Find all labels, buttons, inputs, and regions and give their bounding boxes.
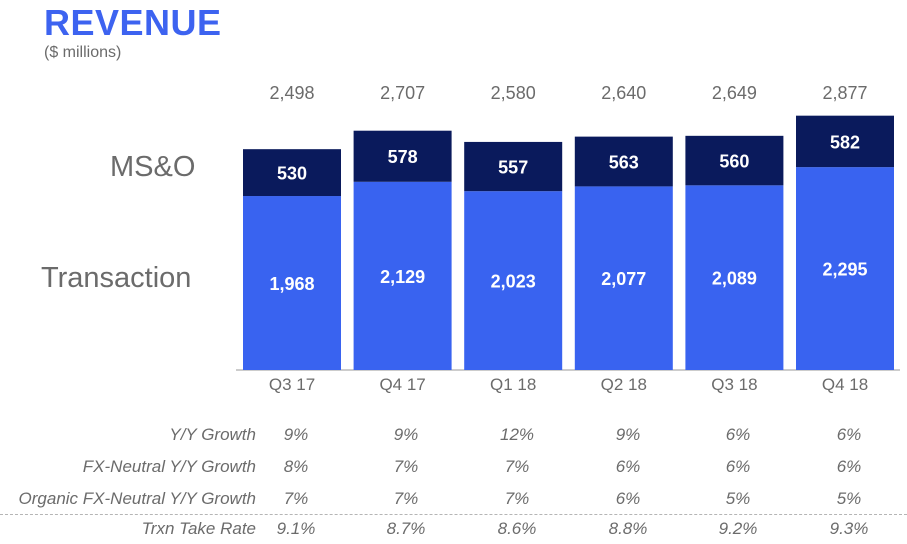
metric-value: 6% [725, 425, 751, 444]
label-transaction-5: 2,295 [822, 260, 867, 280]
metric-label: FX-Neutral Y/Y Growth [82, 457, 256, 476]
chart-title: REVENUE [44, 2, 222, 43]
bar-mso-5 [796, 115, 894, 168]
label-transaction-3: 2,077 [601, 269, 646, 289]
label-total-5: 2,877 [822, 83, 867, 103]
label-mso-5: 582 [830, 132, 860, 152]
label-mso-0: 530 [277, 164, 307, 184]
bar-mso-1 [353, 130, 452, 182]
label-mso-4: 560 [719, 152, 749, 172]
bar-transaction-3 [574, 186, 673, 370]
bar-mso-2 [464, 141, 563, 192]
tick-label-3: Q2 18 [601, 375, 647, 394]
metric-label: Organic FX-Neutral Y/Y Growth [18, 489, 256, 508]
bar-mso-0 [243, 149, 341, 197]
metric-value: 8.8% [608, 519, 648, 538]
metric-value: 8.6% [497, 519, 537, 538]
bar-transaction-1 [353, 181, 452, 370]
tick-label-0: Q3 17 [269, 375, 315, 394]
bar-transaction-4 [685, 185, 784, 370]
metric-value: 9.2% [718, 519, 758, 538]
metric-value: 6% [615, 457, 641, 476]
metrics-row-take-rate: Trxn Take Rate 9.1% 8.7% 8.6% 8.8% 9.2% … [0, 519, 907, 543]
label-mso-3: 563 [609, 153, 639, 173]
label-mso-1: 578 [388, 147, 418, 167]
metric-label: Trxn Take Rate [141, 519, 256, 538]
series-label-mso: MS&O [110, 151, 196, 183]
metrics-row-yy-growth: Y/Y Growth 9% 9% 12% 9% 6% 6% [0, 425, 907, 449]
label-transaction-0: 1,968 [269, 274, 314, 294]
label-total-0: 2,498 [269, 83, 314, 103]
bar-transaction-5 [796, 167, 894, 370]
label-total-4: 2,649 [712, 83, 757, 103]
metric-value: 7% [504, 489, 530, 508]
metric-value: 7% [504, 457, 530, 476]
metric-value: 5% [836, 489, 862, 508]
metric-value: 8% [283, 457, 309, 476]
metric-value: 7% [283, 489, 309, 508]
bar-mso-4 [685, 135, 784, 186]
metric-value: 9.3% [829, 519, 869, 538]
metric-label: Y/Y Growth [169, 425, 256, 444]
label-total-2: 2,580 [491, 83, 536, 103]
series-label-transaction: Transaction [41, 262, 192, 294]
metric-value: 8.7% [386, 519, 426, 538]
metric-value: 6% [836, 425, 862, 444]
bar-transaction-2 [464, 191, 563, 370]
label-total-1: 2,707 [380, 83, 425, 103]
chart-subtitle: ($ millions) [44, 44, 122, 61]
metric-value: 6% [836, 457, 862, 476]
metric-value: 6% [725, 457, 751, 476]
metric-value: 9% [393, 425, 419, 444]
metric-value: 7% [393, 457, 419, 476]
metrics-divider [0, 514, 907, 515]
tick-label-5: Q4 18 [822, 375, 868, 394]
label-mso-2: 557 [498, 158, 528, 178]
label-transaction-1: 2,129 [380, 267, 425, 287]
label-total-3: 2,640 [601, 83, 646, 103]
label-transaction-2: 2,023 [491, 272, 536, 292]
metric-value: 5% [725, 489, 751, 508]
metric-value: 9.1% [276, 519, 316, 538]
metric-value: 6% [615, 489, 641, 508]
metrics-row-organic-fx-neutral: Organic FX-Neutral Y/Y Growth 7% 7% 7% 6… [0, 489, 907, 513]
bar-mso-3 [574, 136, 673, 187]
tick-label-1: Q4 17 [379, 375, 425, 394]
tick-label-2: Q1 18 [490, 375, 536, 394]
tick-label-4: Q3 18 [711, 375, 757, 394]
metrics-row-fx-neutral: FX-Neutral Y/Y Growth 8% 7% 7% 6% 6% 6% [0, 457, 907, 481]
metric-value: 12% [499, 425, 535, 444]
metric-value: 9% [283, 425, 309, 444]
metric-value: 7% [393, 489, 419, 508]
label-transaction-4: 2,089 [712, 269, 757, 289]
bar-transaction-0 [243, 196, 341, 370]
metric-value: 9% [615, 425, 641, 444]
